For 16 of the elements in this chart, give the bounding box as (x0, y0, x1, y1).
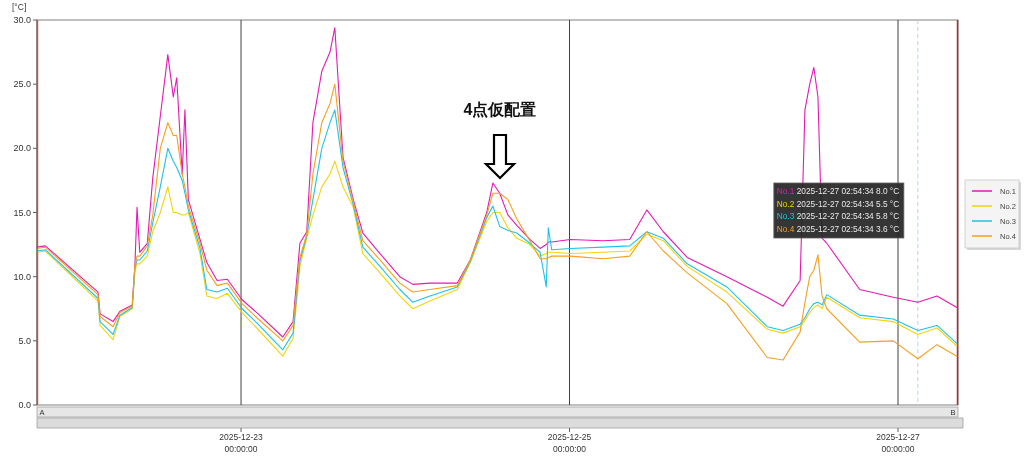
y-tick-label: 5.0 (18, 335, 31, 346)
annotation: No.1 2025-12-27 02:54:34 8.0 °C (776, 186, 900, 196)
annotation: No.3 2025-12-27 02:54:34 5.8 °C (776, 211, 900, 221)
x-tick-label: 2025-12-23 00:00:00 (219, 432, 264, 454)
y-tick-label: 15.0 (13, 207, 31, 218)
y-tick-label: 20.0 (13, 143, 31, 154)
y-tick-label: 10.0 (13, 271, 31, 282)
y-tick-label: 0.0 (18, 400, 31, 410)
y-tick-label: 25.0 (13, 79, 31, 90)
y-tick-label: 30.0 (13, 15, 31, 25)
annotation: No.2 2025-12-27 02:54:34 5.5 °C (776, 198, 900, 209)
x-tick-label: 2025-12-27 00:00:00 (876, 432, 921, 454)
y-axis-title: [°C] (12, 2, 27, 12)
annotation: No.4 2025-12-27 02:54:34 3.6 °C (776, 223, 900, 234)
annotation: 4点仮配置 (463, 101, 537, 119)
x-tick-label: 2025-12-25 00:00:00 (547, 432, 592, 454)
